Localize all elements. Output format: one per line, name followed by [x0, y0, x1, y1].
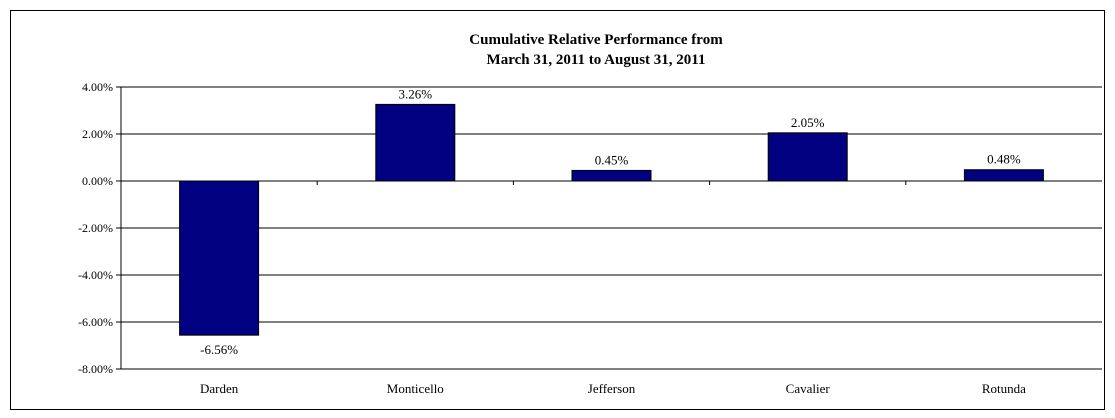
y-tick-label: -4.00% [78, 268, 113, 282]
y-tick-label: -2.00% [78, 221, 113, 235]
bar-cavalier [767, 132, 848, 182]
chart-title-line1: Cumulative Relative Performance from [469, 32, 723, 48]
data-label: 0.48% [987, 152, 1021, 167]
bar-rotunda [963, 169, 1044, 182]
data-label: 0.45% [595, 152, 629, 167]
y-tick-label: 2.00% [82, 127, 113, 141]
y-tick-label: 0.00% [82, 174, 113, 188]
x-category-label: Darden [200, 381, 239, 396]
x-category-label: Jefferson [588, 381, 636, 396]
data-label: 3.26% [399, 86, 433, 101]
bar-jefferson [571, 169, 652, 182]
y-tick-label: -8.00% [78, 362, 113, 376]
x-category-label: Monticello [387, 381, 444, 396]
x-category-label: Rotunda [982, 381, 1026, 396]
y-tick-label: -6.00% [78, 315, 113, 329]
data-label: -6.56% [200, 342, 238, 357]
bar-darden [179, 180, 260, 336]
bar-monticello [375, 103, 456, 182]
data-label: 2.05% [791, 115, 825, 130]
chart-title-line2: March 31, 2011 to August 31, 2011 [487, 52, 706, 68]
x-category-label: Cavalier [786, 381, 831, 396]
y-tick-label: 4.00% [82, 80, 113, 94]
